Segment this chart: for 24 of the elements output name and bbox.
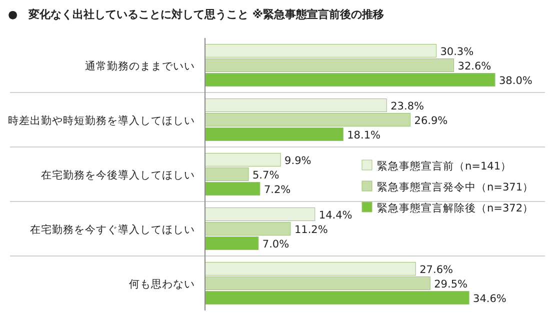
data-label: 7.2%	[264, 184, 291, 196]
data-label: 7.0%	[262, 238, 290, 250]
data-label: 14.4%	[318, 209, 352, 222]
data-label: 9.9%	[284, 154, 312, 167]
legend-label: 緊急事態宣言解除後（n=372）	[377, 202, 534, 214]
data-label: 26.9%	[414, 114, 448, 127]
y-tick-label: 在宅勤務を今後導入してほしい	[41, 168, 195, 182]
chart-title: ● 変化なく出社していることに対して思うこと ※緊急事態宣言前後の推移	[8, 8, 384, 21]
y-tick-label: 何も思わない	[129, 278, 195, 290]
data-label: 32.6%	[458, 60, 492, 72]
legend-label: 緊急事態宣言発令中（n=371）	[377, 180, 534, 194]
y-tick-label: 時差出勤や時短勤務を導入してほしい	[8, 114, 195, 127]
data-label: 29.5%	[434, 278, 468, 290]
data-label: 30.3%	[440, 46, 474, 58]
data-label: 27.6%	[420, 264, 454, 276]
data-label: 34.6%	[473, 292, 506, 305]
y-tick-label: 在宅勤務を今すぐ導入してほしい	[30, 222, 195, 236]
legend-label: 緊急事態宣言前（n=141）	[377, 160, 512, 172]
data-label: 11.2%	[294, 224, 328, 236]
data-label: 23.8%	[390, 100, 424, 112]
data-label: 5.7%	[252, 169, 280, 182]
data-label: 38.0%	[499, 74, 532, 87]
data-label: 18.1%	[347, 129, 381, 142]
y-tick-label: 通常勤務のままでいい	[85, 59, 195, 72]
